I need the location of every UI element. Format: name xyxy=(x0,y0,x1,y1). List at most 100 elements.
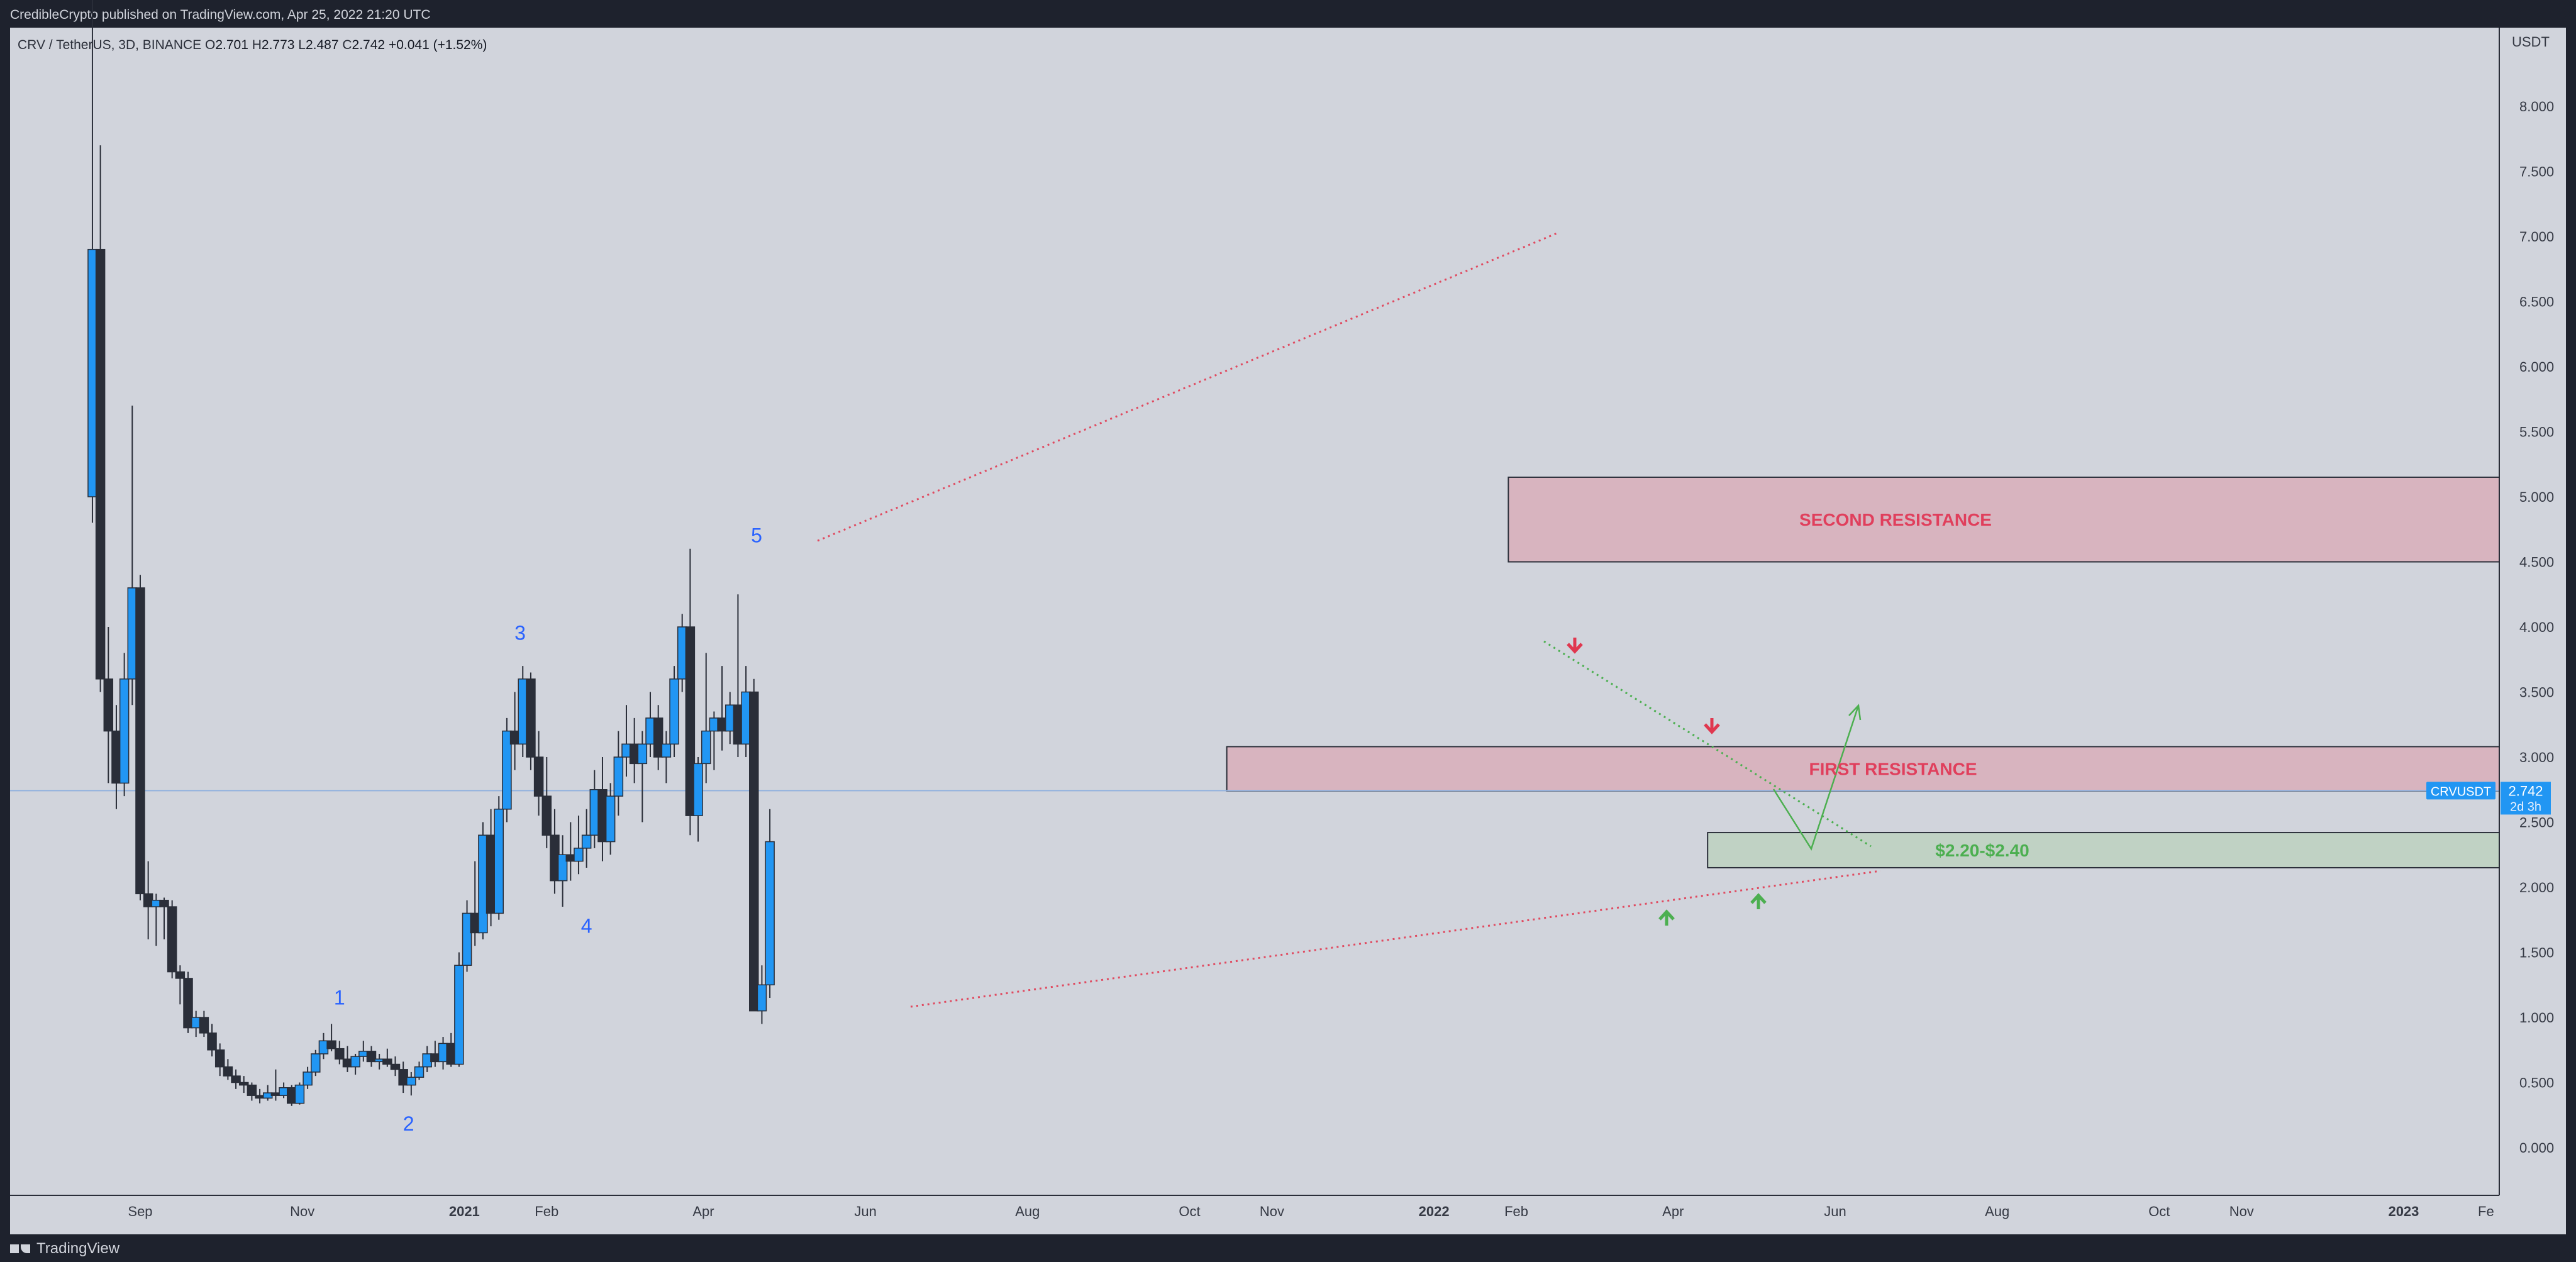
candle-body xyxy=(303,1071,313,1086)
publish-header: CredibleCrypto published on TradingView.… xyxy=(0,0,2576,28)
candle-body xyxy=(478,834,488,934)
y-tick-label: 5.000 xyxy=(2519,489,2554,505)
candle xyxy=(366,1046,377,1067)
candle-body xyxy=(214,1049,225,1068)
candle xyxy=(294,1082,305,1105)
candle-body xyxy=(438,1043,448,1063)
y-tick-label: 3.000 xyxy=(2519,750,2554,765)
x-tick-label: Oct xyxy=(2148,1204,2170,1219)
candle-body xyxy=(135,587,145,895)
legend-o-value: 2.701 xyxy=(215,38,252,52)
x-tick-label: Fe xyxy=(2478,1204,2494,1219)
candle-body xyxy=(382,1058,392,1065)
ticker-badge-bg xyxy=(2426,782,2496,800)
candle xyxy=(398,1061,408,1093)
candle-body xyxy=(318,1040,329,1054)
candle xyxy=(207,1024,217,1057)
x-tick-label: 2021 xyxy=(449,1204,480,1219)
candle xyxy=(326,1024,336,1051)
candle-body xyxy=(255,1095,265,1099)
candle xyxy=(462,900,472,972)
y-tick-label: 6.000 xyxy=(2519,359,2554,375)
candle-body xyxy=(629,743,640,765)
candle-body xyxy=(143,893,153,907)
tradingview-logo[interactable]: TradingView xyxy=(10,1240,119,1258)
candle-body xyxy=(645,717,655,745)
x-tick-label: Aug xyxy=(1985,1204,2009,1219)
candle-body xyxy=(311,1053,321,1073)
candle-body xyxy=(111,730,121,784)
candle xyxy=(589,770,600,848)
candle xyxy=(701,653,711,783)
x-tick-label: Feb xyxy=(535,1204,558,1219)
plot-background xyxy=(10,28,2499,1195)
candle-body xyxy=(693,763,703,816)
candle-body xyxy=(637,743,648,765)
last-price-value: 2.742 xyxy=(2508,783,2543,799)
candle-body xyxy=(279,1087,289,1096)
y-tick-label: 0.500 xyxy=(2519,1075,2554,1091)
candle xyxy=(757,965,767,1024)
candle-body xyxy=(87,248,97,497)
wave-label: 1 xyxy=(334,986,345,1009)
candle xyxy=(541,757,552,848)
ticker-badge xyxy=(2426,782,2496,800)
candle-body xyxy=(294,1084,305,1104)
candle xyxy=(557,835,568,907)
candle-body xyxy=(390,1063,401,1070)
candle-body xyxy=(167,906,177,973)
candle-body xyxy=(151,899,162,907)
y-tick-label: 7.000 xyxy=(2519,229,2554,245)
x-tick-label: Oct xyxy=(1179,1204,1200,1219)
ticker-label: CRVUSDT xyxy=(2431,785,2491,799)
candle xyxy=(518,666,528,757)
candle-body xyxy=(717,717,727,732)
green-up-arrow-icon xyxy=(1658,909,1675,926)
candle-body xyxy=(358,1051,369,1057)
candle xyxy=(303,1066,313,1089)
candle-body xyxy=(270,1092,281,1096)
candle-body xyxy=(502,730,512,810)
candle-body xyxy=(262,1092,273,1099)
red-down-arrow-icon-head xyxy=(1567,643,1583,654)
candle-body xyxy=(350,1056,360,1068)
wave-label: 4 xyxy=(581,914,592,937)
candle-body xyxy=(597,789,608,843)
candle-body xyxy=(342,1058,353,1068)
last-price-badge xyxy=(2501,782,2551,815)
candle xyxy=(127,406,138,706)
candle xyxy=(597,757,608,861)
x-tick-label: Nov xyxy=(2229,1204,2254,1219)
red-down-arrow-icon xyxy=(1567,638,1583,654)
candle-body xyxy=(509,730,520,745)
candle-body xyxy=(653,717,663,758)
legend-l-value: 2.487 xyxy=(306,38,342,52)
candle-body xyxy=(661,743,672,758)
candle xyxy=(486,809,496,927)
tradingview-brand: TradingView xyxy=(36,1240,120,1257)
candle-body xyxy=(175,971,186,979)
candle-body xyxy=(518,678,528,745)
green-up-arrow-icon-head xyxy=(1750,893,1767,904)
candle xyxy=(406,1071,416,1096)
candle xyxy=(342,1046,353,1072)
x-tick-label: Apr xyxy=(692,1204,714,1219)
candle xyxy=(645,692,655,757)
tradingview-logo-icon xyxy=(10,1243,31,1255)
candle xyxy=(765,809,775,998)
legend-l-label: L xyxy=(298,38,306,52)
candle-body xyxy=(541,795,552,836)
candle xyxy=(175,965,186,1005)
candle xyxy=(350,1053,360,1075)
x-tick-label: Jun xyxy=(1824,1204,1846,1219)
y-tick-label: 0.000 xyxy=(2519,1140,2554,1156)
descending-trendline xyxy=(1543,640,1872,848)
candle xyxy=(669,666,679,757)
candle-body xyxy=(95,248,106,680)
y-tick-label: 7.500 xyxy=(2519,164,2554,180)
candle-body xyxy=(287,1087,297,1104)
candle xyxy=(685,548,696,836)
candle-body xyxy=(422,1053,432,1068)
candle xyxy=(661,731,672,783)
